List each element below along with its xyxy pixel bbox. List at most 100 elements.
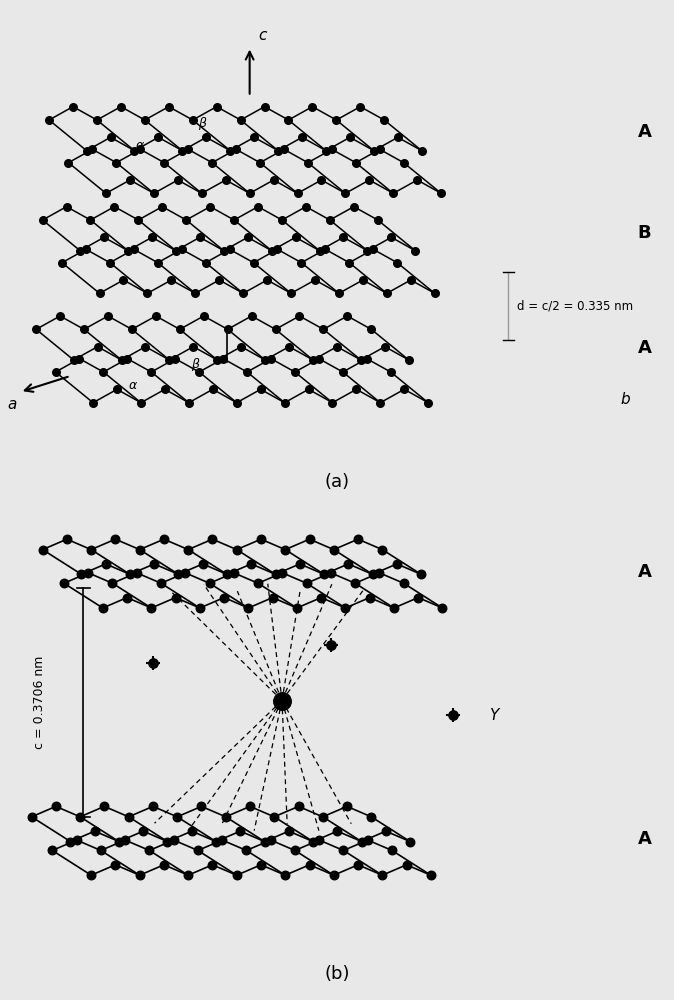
Point [334, 285, 344, 301]
Point [332, 339, 342, 355]
Point [270, 321, 281, 337]
Point [326, 565, 336, 581]
Point [355, 99, 366, 115]
Point [307, 834, 318, 850]
Point [173, 566, 184, 582]
Point [342, 798, 353, 814]
Point [177, 143, 188, 159]
Point [416, 566, 427, 582]
Point [362, 243, 373, 259]
Point [137, 823, 148, 839]
Point [99, 798, 110, 814]
Point [183, 867, 193, 883]
Point [267, 590, 278, 606]
Text: A: A [638, 339, 652, 357]
Point [148, 798, 158, 814]
Point [87, 141, 98, 157]
Point [104, 255, 115, 271]
Point [127, 321, 137, 337]
Point [377, 867, 388, 883]
Point [218, 243, 229, 259]
Point [307, 99, 318, 115]
Point [172, 809, 183, 825]
Point [276, 212, 287, 228]
Point [158, 857, 169, 873]
Point [338, 842, 349, 858]
Point [379, 339, 390, 355]
Point [259, 352, 270, 368]
Point [220, 172, 231, 188]
Text: a: a [7, 397, 17, 412]
Point [113, 834, 124, 850]
Point [159, 155, 170, 171]
Point [134, 542, 145, 558]
Point [392, 129, 403, 145]
Point [366, 809, 377, 825]
Point [186, 823, 197, 839]
Point [417, 143, 427, 159]
Point [399, 381, 410, 397]
Point [146, 364, 156, 380]
Point [157, 199, 168, 215]
Point [55, 308, 65, 324]
Point [273, 143, 284, 159]
Point [105, 129, 116, 145]
Point [356, 352, 367, 368]
Point [278, 141, 289, 157]
Point [75, 243, 86, 259]
Point [183, 395, 194, 411]
Point [361, 351, 372, 367]
Point [290, 364, 301, 380]
Point [246, 308, 257, 324]
Point [156, 575, 166, 591]
Point [270, 566, 281, 582]
Point [75, 809, 86, 825]
Point [83, 565, 94, 581]
Point [107, 575, 118, 591]
Text: α: α [129, 379, 137, 392]
Text: d = c/2 = 0.335 nm: d = c/2 = 0.335 nm [517, 300, 633, 312]
Point [146, 600, 156, 616]
Point [217, 832, 228, 848]
Point [248, 255, 259, 271]
Point [353, 531, 363, 547]
Text: A: A [638, 123, 652, 141]
Point [205, 199, 216, 215]
Point [367, 566, 378, 582]
Point [207, 155, 218, 171]
Point [315, 590, 326, 606]
Point [313, 351, 324, 367]
Point [364, 172, 375, 188]
Point [133, 212, 144, 228]
Point [118, 272, 129, 288]
Text: Y: Y [489, 708, 499, 723]
Point [340, 600, 350, 616]
Point [338, 364, 348, 380]
Point [37, 542, 48, 558]
Point [123, 243, 133, 259]
Point [404, 834, 415, 850]
Point [149, 556, 160, 572]
Point [425, 867, 436, 883]
Point [164, 352, 175, 368]
Point [342, 308, 353, 324]
Point [326, 141, 337, 157]
Point [150, 308, 161, 324]
Point [86, 867, 96, 883]
Point [37, 212, 48, 228]
Text: α: α [135, 139, 144, 152]
Point [85, 212, 96, 228]
Point [297, 129, 307, 145]
Point [243, 229, 253, 245]
Point [193, 842, 204, 858]
Point [194, 600, 205, 616]
Point [228, 212, 239, 228]
Point [320, 241, 331, 257]
Point [140, 339, 151, 355]
Point [321, 143, 332, 159]
Point [266, 243, 277, 259]
Point [253, 575, 264, 591]
Point [404, 352, 415, 368]
Point [381, 285, 392, 301]
Point [102, 308, 113, 324]
